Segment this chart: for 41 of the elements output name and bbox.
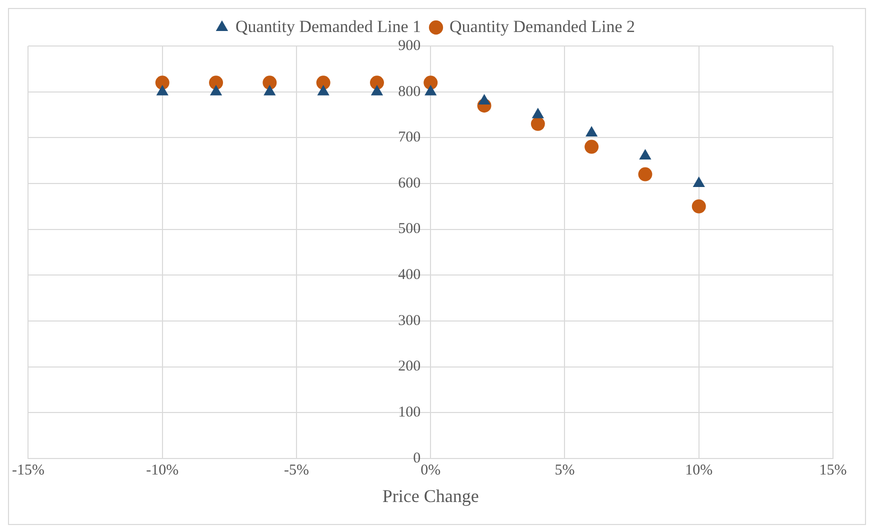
point — [156, 84, 168, 96]
point — [316, 76, 330, 90]
point — [530, 116, 545, 131]
y-tick-label: 300 — [398, 312, 421, 329]
y-tick-label: 700 — [398, 130, 421, 146]
point — [639, 148, 652, 160]
y-tick-label: 0 — [413, 450, 421, 466]
x-tick-label: 5% — [554, 462, 575, 478]
point — [317, 84, 330, 96]
point — [262, 76, 277, 90]
point — [209, 76, 224, 90]
x-tick-label: -10% — [146, 462, 179, 478]
point — [210, 84, 222, 96]
point — [586, 126, 598, 137]
y-tick-label: 200 — [398, 358, 421, 375]
point — [370, 76, 384, 90]
y-tick-label: 800 — [398, 84, 421, 100]
point — [478, 94, 490, 104]
point — [692, 199, 706, 214]
y-tick-label: 100 — [398, 404, 421, 421]
point — [692, 176, 705, 187]
y-tick-label: 600 — [398, 175, 421, 192]
point — [584, 140, 599, 154]
point — [638, 167, 652, 182]
y-tick-label: 500 — [398, 221, 421, 238]
point — [532, 108, 544, 118]
y-tick-label: 900 — [398, 38, 421, 54]
y-tick-label: 400 — [398, 267, 421, 284]
legend-label: Quantity Demanded Line 1 — [235, 16, 421, 36]
x-tick-label: -15% — [12, 462, 44, 478]
x-tick-label: 15% — [819, 462, 847, 478]
point — [370, 84, 384, 96]
x-tick-label: -5% — [284, 462, 309, 478]
x-tick-label: 10% — [685, 462, 713, 478]
legend-label: Quantity Demanded Line 2 — [450, 16, 636, 36]
point — [264, 84, 276, 96]
x-tick-label: 0% — [420, 462, 441, 478]
point — [424, 76, 438, 90]
point — [155, 76, 170, 90]
point — [424, 84, 437, 96]
x-axis-title: Price Change — [382, 486, 479, 506]
